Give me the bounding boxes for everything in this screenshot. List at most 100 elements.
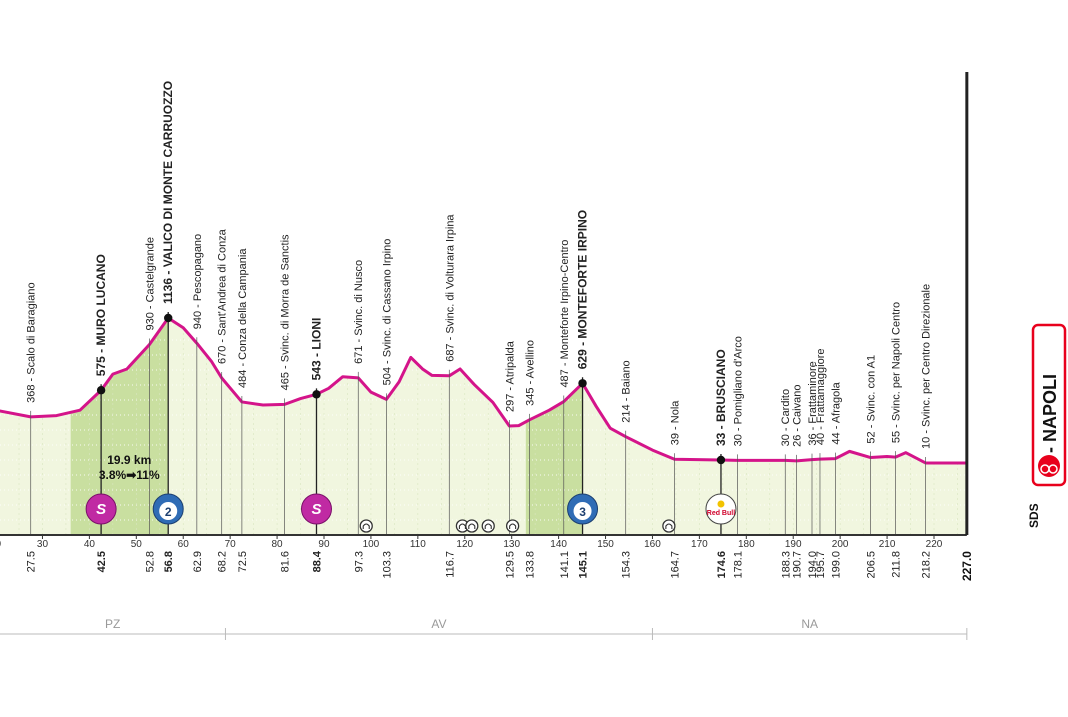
waypoint-label: 543 - LIONI (309, 318, 323, 381)
tunnel-icon (465, 519, 479, 533)
tunnel-icon-arch (484, 523, 492, 529)
waypoint-km-label: 72.5 (237, 551, 249, 572)
climb-gradient: 3.8%➡11% (99, 468, 160, 482)
waypoint-km-label: 194.0 (807, 551, 819, 579)
waypoint-label: 575 - MURO LUCANO (94, 254, 108, 376)
x-tick-label: 80 (272, 539, 284, 550)
finish-side-label: SDS (1027, 503, 1041, 528)
x-tick-label: 60 (178, 539, 190, 550)
profile-line (0, 316, 967, 465)
waypoint-label: 940 - Pescopagano (192, 234, 204, 329)
waypoint-label: 30 - Cardito (780, 389, 792, 446)
waypoint-km-label: 206.5 (866, 551, 878, 579)
waypoint-label: 52 - Svinc. con A1 (866, 355, 878, 444)
waypoint-label: 671 - Svinc. di Nusco (353, 260, 365, 364)
waypoint-km-label: 129.5 (504, 551, 516, 579)
x-tick-label: 40 (84, 539, 96, 550)
region-label: PZ (105, 617, 120, 631)
waypoint-marker (164, 313, 173, 323)
waypoint-label: 345 - Avellino (525, 340, 537, 406)
waypoint-km-label: 81.6 (280, 551, 292, 572)
waypoint-km-label: 178.1 (732, 551, 744, 579)
x-tick-label: 160 (644, 539, 661, 550)
waypoint-label: 1136 - VALICO DI MONTE CARRUOZZO (161, 81, 175, 304)
finish-label: 4 - NAPOLI (1040, 374, 1060, 468)
waypoint-label: 214 - Baiano (621, 360, 633, 422)
profile-fill-flat (168, 318, 526, 535)
x-tick-label: 210 (879, 539, 896, 550)
x-tick-label: 170 (691, 539, 708, 550)
waypoint-km-label: 211.8 (891, 551, 903, 578)
waypoint-km-label: 188.3 (780, 551, 792, 579)
sprint-badge-label: S (96, 501, 106, 518)
redbull-badge (705, 493, 737, 525)
waypoint-km-label: 133.8 (525, 551, 537, 579)
waypoint-label: 504 - Svinc. di Cassano Irpino (381, 239, 393, 386)
waypoint-km-label: 174.6 (716, 551, 728, 579)
x-tick-label: 180 (738, 539, 755, 550)
x-tick-label: 190 (785, 539, 802, 550)
x-tick-label: 200 (832, 539, 849, 550)
finish-km-label: 227.0 (960, 551, 974, 581)
waypoint-label: 26 - Caivano (792, 385, 804, 447)
waypoint-km-label: 164.7 (670, 551, 682, 579)
x-tick-label: 50 (131, 539, 143, 550)
waypoint-label: 687 - Svinc. di Volturara Irpina (444, 214, 456, 362)
kom-badge-inner (573, 502, 592, 520)
waypoint-km-label: 56.8 (163, 551, 175, 572)
tunnel-icon-arch (509, 523, 517, 529)
waypoint-km-label: 145.1 (578, 551, 590, 579)
waypoint-marker (96, 386, 106, 395)
tunnel-icon-arch (362, 523, 370, 529)
x-tick-label: 70 (225, 539, 237, 550)
waypoint-label: 629 - MONTEFORTE IRPINO (576, 210, 590, 369)
sprint-badge-label: S (311, 501, 321, 518)
waypoint-km-label: 154.3 (621, 551, 633, 579)
waypoint-label: 465 - Svinc. di Morra de Sanctis (280, 234, 292, 390)
waypoint-label: 40 - Frattamaggiore (815, 348, 827, 445)
waypoint-km-label: 97.3 (353, 551, 365, 572)
waypoint-label: 930 - Castelgrande (144, 237, 156, 331)
x-tick-label: 140 (550, 539, 567, 550)
waypoint-label: 10 - Svinc. per Centro Direzionale (921, 284, 933, 449)
finish-box (1031, 323, 1067, 487)
profile-fill-climb (70, 318, 169, 535)
x-tick-label: 20 (0, 539, 2, 550)
kom-badge-inner (159, 502, 178, 520)
waypoint-label: 36 - Frattaminore (807, 361, 819, 445)
waypoint-km-label: 62.9 (192, 551, 204, 572)
tunnel-icon (359, 519, 373, 533)
x-tick-label: 100 (363, 539, 380, 550)
redbull-sun-icon (717, 500, 725, 508)
tunnel-icon-arch (665, 523, 673, 529)
waypoint-km-label: 103.3 (381, 551, 393, 579)
waypoint-label: 484 - Conza della Campania (237, 248, 249, 388)
waypoint-label: 44 - Afragola (830, 381, 842, 444)
waypoint-km-label: 27.5 (26, 551, 38, 572)
x-tick-label: 130 (503, 539, 520, 550)
x-tick-label: 220 (926, 539, 943, 550)
waypoint-km-label: 195.7 (815, 551, 827, 579)
tunnel-icon (662, 519, 676, 533)
waypoint-km-label: 141.1 (559, 551, 571, 579)
waypoint-km-label: 199.0 (830, 551, 842, 579)
x-tick-label: 30 (37, 539, 49, 550)
tunnel-icon (481, 519, 495, 533)
sprint-badge (300, 493, 332, 525)
waypoint-km-label: 88.4 (311, 550, 323, 572)
waypoint-km-label: 68.2 (217, 551, 229, 572)
waypoint-label: 55 - Svinc. per Napoli Centro (891, 302, 903, 443)
waypoint-label: 487 - Monteforte Irpino-Centro (559, 240, 571, 388)
kom-badge-label: 3 (579, 505, 586, 519)
kom-badge-label: 2 (165, 505, 172, 519)
climb-distance: 19.9 km (107, 453, 151, 467)
region-label: AV (431, 617, 446, 631)
waypoint-label: 33 - BRUSCIANO (714, 349, 728, 446)
x-tick-label: 90 (318, 539, 330, 550)
tunnel-icon (505, 519, 520, 533)
sprint-badge (85, 493, 117, 525)
redbull-badge-label: Red Bull (707, 510, 735, 517)
profile-fill-flat (0, 411, 71, 535)
